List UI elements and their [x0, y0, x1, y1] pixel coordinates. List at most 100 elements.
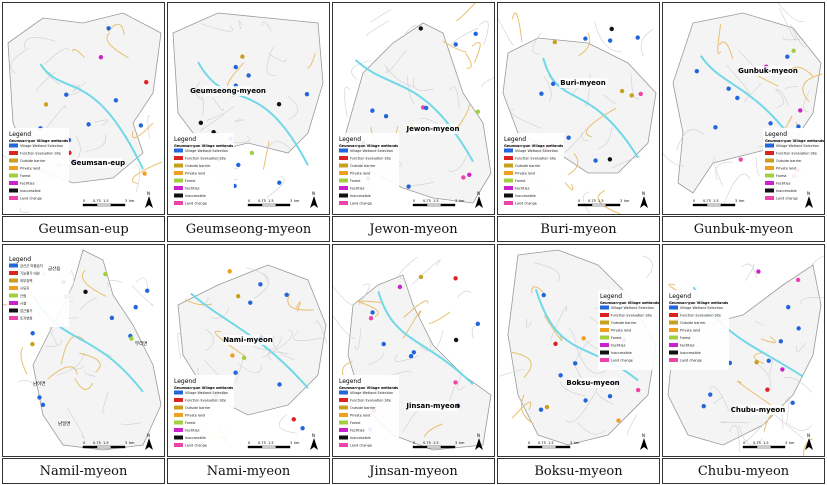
wetland-point: [248, 300, 253, 305]
district-label: Chubu-myeon: [731, 406, 785, 414]
road-line: [800, 297, 824, 304]
wetland-point: [738, 157, 743, 162]
district-label: Geumseong-myeon: [190, 87, 266, 95]
road-line: [717, 24, 722, 55]
road-line: [424, 423, 443, 438]
legend-item-label: Function Evaluation Site: [20, 152, 61, 156]
legend-swatch: [765, 173, 774, 178]
legend-item-label: Facilities: [185, 429, 200, 433]
road-line: [564, 182, 574, 191]
legend-swatch: [174, 413, 183, 417]
svg-text:0: 0: [413, 441, 415, 445]
road-line: [195, 81, 204, 101]
legend-title: Legend: [9, 256, 31, 263]
road-line: [261, 21, 272, 32]
svg-text:km: km: [459, 441, 465, 445]
legend-group: Geumsan-gun Village wetlands: [600, 301, 659, 305]
legend-item-label: Private land: [350, 414, 370, 418]
panel-caption: Geumseong-myeon: [167, 216, 330, 242]
road-line: [254, 272, 270, 299]
road-line: [760, 336, 776, 344]
svg-text:N: N: [312, 433, 315, 438]
road-line: [779, 8, 797, 41]
svg-text:N: N: [312, 191, 315, 196]
legend-item-label: Land change: [680, 359, 702, 363]
road-line: [278, 414, 297, 434]
road-line: [184, 298, 213, 306]
wetland-point: [766, 358, 771, 363]
road-line: [532, 32, 542, 55]
road-line: [464, 52, 472, 69]
svg-text:3: 3: [570, 441, 572, 445]
road-line: [713, 396, 724, 405]
wetland-point: [129, 336, 134, 341]
wetland-point: [109, 315, 115, 321]
legend-swatch: [765, 166, 774, 170]
wetland-point: [142, 171, 147, 176]
wetland-point: [635, 35, 640, 40]
road-line: [787, 423, 812, 431]
wetland-point: [383, 114, 389, 119]
scale-bar: 0 0.75 1.5 3 km: [692, 199, 745, 207]
road-line: [10, 47, 30, 74]
legend-title: Legend: [9, 131, 31, 138]
svg-text:3: 3: [455, 199, 457, 203]
svg-text:0: 0: [743, 441, 745, 445]
wetland-point: [539, 91, 544, 96]
road-line: [510, 351, 532, 378]
wetland-point: [765, 387, 770, 392]
panel-caption: Jinsan-myeon: [332, 458, 495, 484]
wetland-point: [790, 400, 795, 405]
legend-swatch: [600, 358, 609, 362]
road-line: [79, 297, 98, 311]
legend-swatch: [174, 435, 183, 440]
wetland-point: [453, 337, 459, 343]
wetland-point: [735, 95, 740, 101]
legend-swatch: [600, 350, 609, 355]
legend-title: Legend: [504, 136, 526, 143]
wetland-point: [566, 135, 571, 140]
svg-text:3: 3: [735, 199, 737, 203]
legend-swatch: [174, 171, 183, 175]
panel-caption: Boksu-myeon: [497, 458, 660, 484]
legend-item-label: 접근불가: [20, 308, 32, 313]
road-line: [511, 12, 523, 42]
road-line: [177, 332, 182, 359]
legend-item-label: Facilities: [515, 187, 530, 191]
road-line: [640, 28, 654, 57]
road-line: [597, 127, 612, 150]
road-line: [200, 23, 233, 32]
legend-swatch: [765, 143, 774, 148]
road-line: [74, 377, 94, 390]
legend-item-label: Inaccessible: [185, 194, 206, 198]
scale-bar: 0 0.75 1.5 3 km: [742, 441, 795, 449]
legend-item-label: Function Evaluation Site: [776, 152, 817, 156]
legend-item-label: Forest: [350, 421, 361, 425]
river: [377, 291, 474, 385]
wetland-point: [133, 304, 138, 310]
svg-text:km: km: [574, 441, 580, 445]
legend-item-label: 기능평가 대상: [20, 271, 40, 276]
road-line: [238, 20, 243, 30]
road-line: [526, 318, 532, 329]
legend-item-label: Land change: [515, 202, 537, 206]
road-line: [234, 118, 246, 122]
north-arrow-icon: N: [475, 191, 483, 208]
legend-swatch: [600, 328, 609, 332]
road-line: [457, 290, 472, 298]
road-line: [728, 425, 741, 453]
wetland-point: [30, 331, 35, 336]
road-line: [610, 156, 641, 169]
legend-swatch: [600, 313, 609, 317]
road-line: [576, 347, 607, 374]
svg-text:1.5: 1.5: [268, 199, 274, 203]
river: [197, 61, 309, 166]
legend-title: Legend: [600, 293, 622, 300]
road-line: [370, 9, 392, 23]
legend-title: Legend: [174, 378, 196, 385]
road-line: [419, 329, 444, 352]
legend-swatch: [339, 405, 348, 410]
legend-swatch: [339, 163, 348, 168]
